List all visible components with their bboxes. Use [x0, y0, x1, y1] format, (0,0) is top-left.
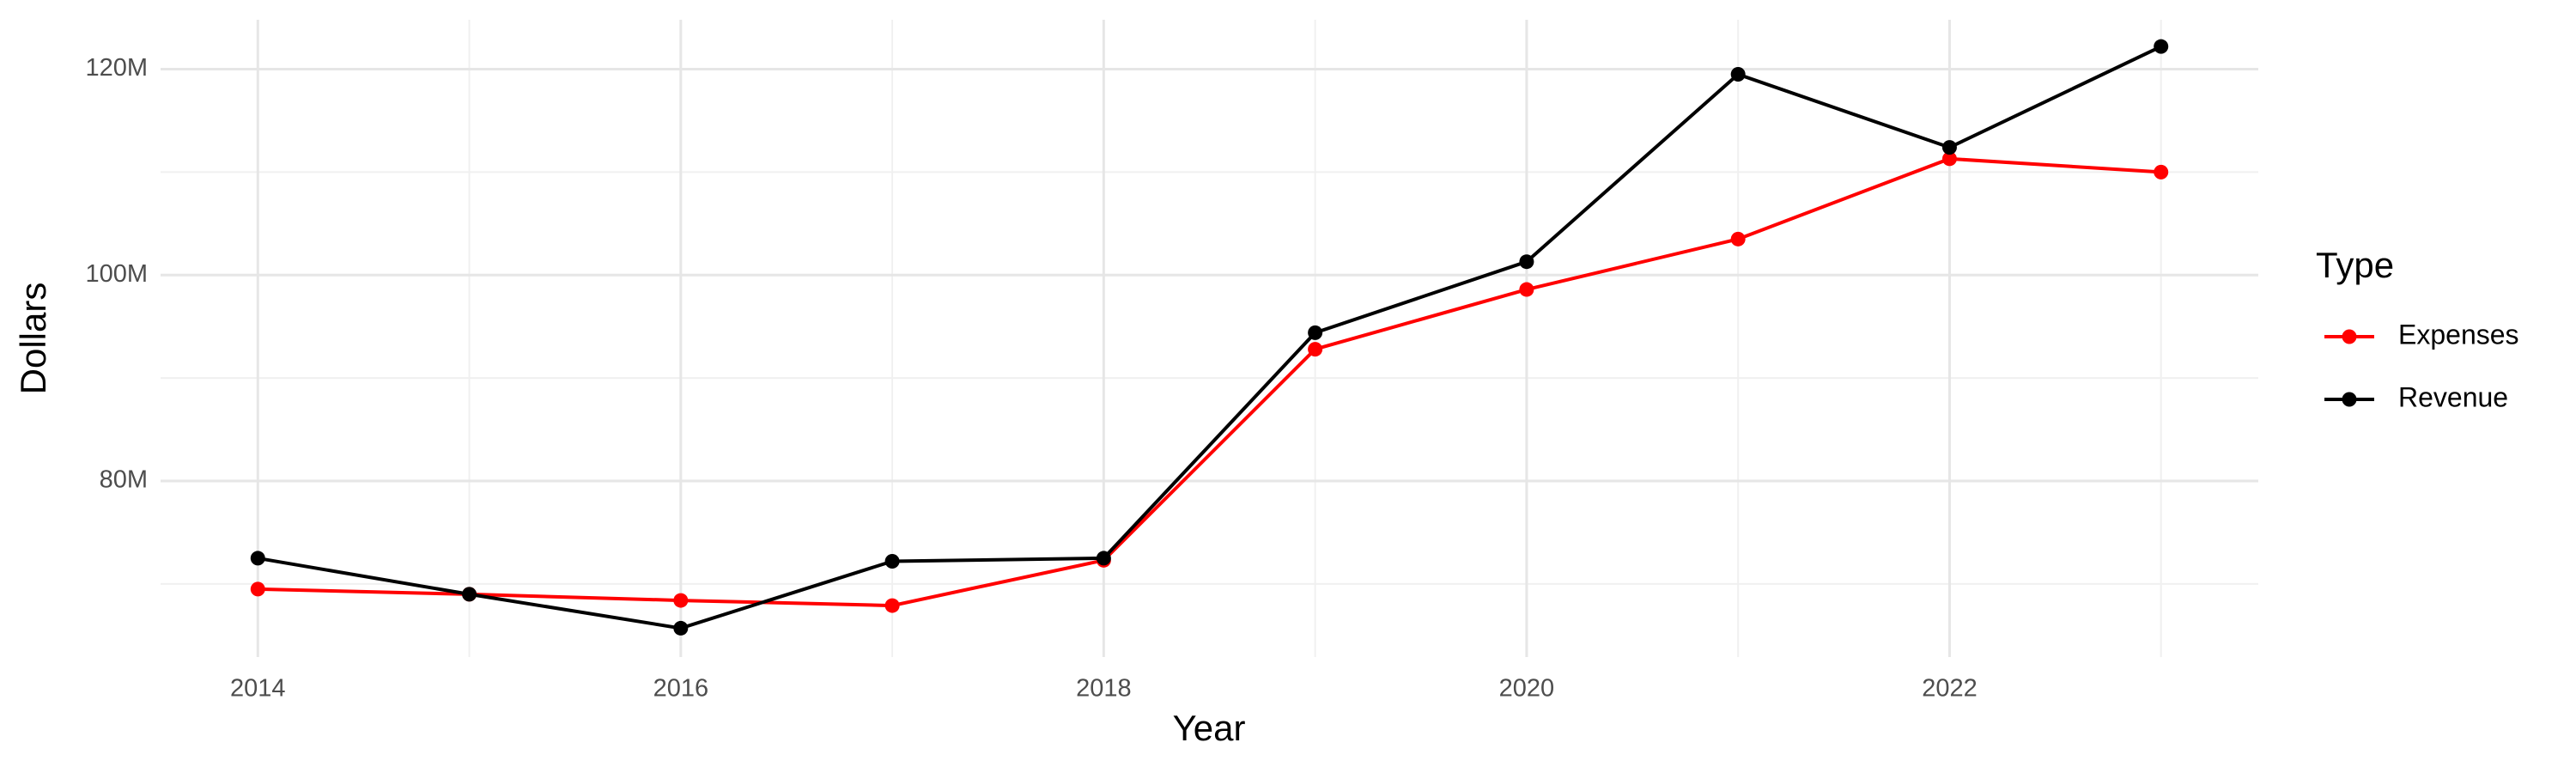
x-tick-label: 2018 [1076, 675, 1132, 703]
legend-point [2342, 329, 2357, 344]
legend-point [2342, 392, 2357, 407]
legend-label: Expenses [2398, 319, 2519, 350]
data-point [1941, 151, 1957, 167]
data-point [673, 593, 689, 608]
data-point [884, 554, 900, 569]
data-point [673, 620, 689, 636]
data-point [1096, 551, 1111, 566]
data-point [2154, 164, 2169, 180]
data-point [1941, 140, 1957, 155]
data-point [2154, 39, 2169, 54]
x-tick-label: 2022 [1922, 675, 1978, 703]
y-tick-label: 80M [100, 466, 148, 494]
data-point [1519, 282, 1534, 297]
data-point [884, 598, 900, 613]
data-point [1519, 254, 1534, 270]
y-tick-label: 120M [85, 54, 148, 82]
y-axis-title: Dollars [13, 283, 53, 395]
data-point [462, 587, 477, 602]
y-tick-label: 100M [85, 260, 148, 288]
x-tick-label: 2014 [230, 675, 286, 703]
grid [161, 20, 2258, 657]
data-point [250, 551, 265, 566]
data-point [1730, 231, 1746, 247]
data-point [1308, 325, 1323, 340]
legend-label: Revenue [2398, 381, 2508, 412]
x-tick-label: 2016 [653, 675, 709, 703]
series-line [258, 156, 2161, 608]
x-tick-label: 2020 [1499, 675, 1555, 703]
data-point [250, 581, 265, 597]
legend-title: Type [2316, 245, 2394, 285]
series-line [257, 45, 2162, 630]
x-axis-title: Year [1173, 708, 1246, 748]
data-point [1730, 67, 1746, 82]
data-point [1308, 342, 1323, 357]
